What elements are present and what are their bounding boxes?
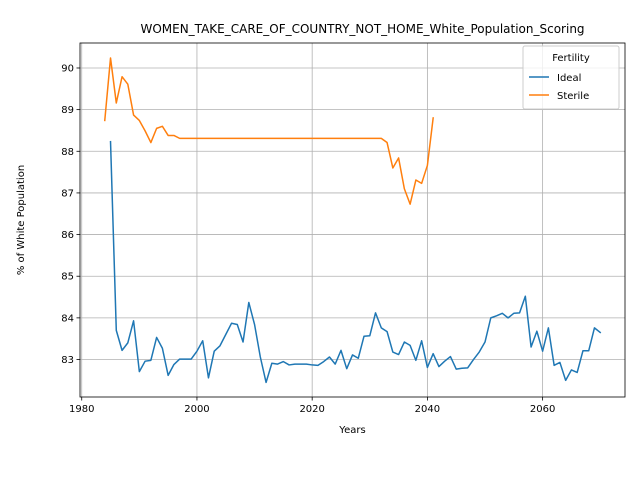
legend-title: Fertility — [552, 53, 590, 64]
legend-label-ideal: Ideal — [557, 73, 581, 84]
legend-box — [522, 45, 620, 110]
legend-label-sterile: Sterile — [557, 91, 589, 102]
chart-title: WOMEN_TAKE_CARE_OF_COUNTRY_NOT_HOME_Whit… — [140, 22, 584, 36]
x-tick-label: 2040 — [415, 404, 440, 415]
y-tick-label: 90 — [61, 63, 74, 74]
x-tick-label: 2020 — [299, 404, 324, 415]
y-tick-label: 87 — [61, 188, 74, 199]
legend-entries: Ideal Sterile — [529, 73, 589, 102]
y-tick-label: 86 — [61, 230, 74, 241]
x-tick-label: 2000 — [184, 404, 209, 415]
y-axis-label: % of White Population — [16, 165, 27, 275]
y-tick-label: 85 — [61, 272, 74, 283]
grid-lines — [80, 43, 625, 397]
legend: Fertility Ideal Sterile — [522, 45, 620, 110]
series-line-ideal — [109, 140, 602, 384]
series-line-sterile — [103, 57, 434, 205]
axis-ticks: 1980 2000 2020 2040 2060 83 84 85 86 87 88 89 90 — [61, 63, 555, 415]
y-tick-label: 88 — [61, 147, 74, 158]
x-axis-label: Years — [338, 425, 365, 436]
x-tick-label: 2060 — [530, 404, 555, 415]
x-tick-label: 1980 — [69, 404, 94, 415]
series-layer — [103, 57, 602, 384]
plot-frame — [79, 42, 626, 398]
y-tick-label: 89 — [61, 105, 74, 116]
y-tick-label: 83 — [61, 355, 74, 366]
y-tick-label: 84 — [61, 313, 74, 324]
